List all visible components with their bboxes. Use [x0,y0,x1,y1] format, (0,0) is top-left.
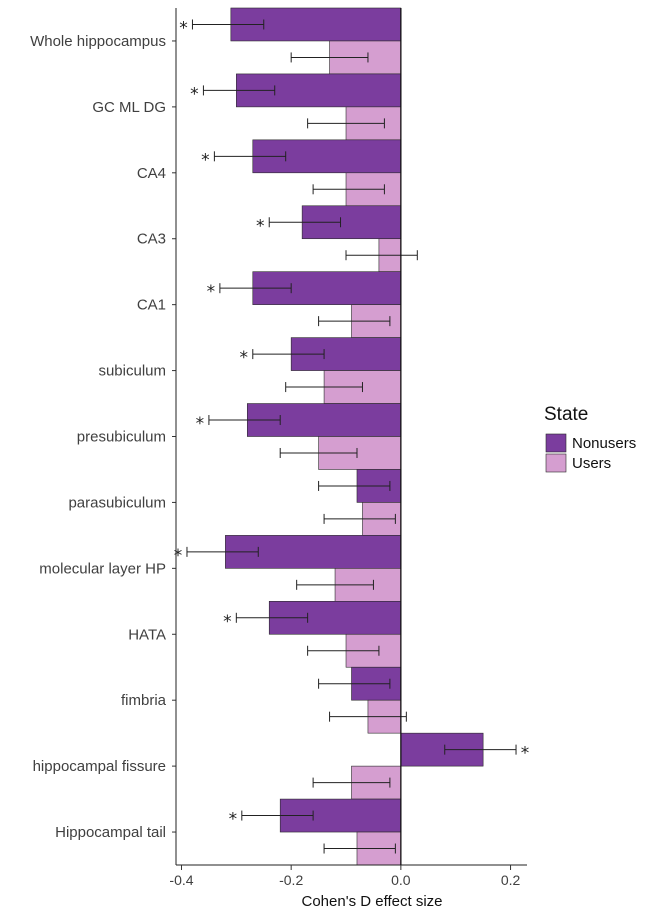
significance-star: * [179,18,188,38]
significance-star: * [240,348,249,368]
legend-label-nonusers: Nonusers [572,435,636,452]
axes-layer [172,8,527,866]
legend-label-users: Users [572,455,611,472]
category-label: Hippocampal tail [55,824,166,841]
x-ticks: -0.4 -0.2 0.0 0.2 [169,865,520,888]
category-label: CA3 [137,231,166,248]
legend-title: State [544,404,588,425]
legend-swatch-users [545,453,567,473]
significance-star: * [207,282,216,302]
category-label: CA4 [137,165,166,182]
x-tick-label: -0.4 [169,872,193,888]
category-label: subiculum [98,363,166,380]
legend-swatch-nonusers [545,433,567,453]
bar-nonusers [290,337,402,371]
x-axis-title: Cohen's D effect size [302,893,443,910]
category-label: parasubiculum [68,494,166,511]
category-label: Whole hippocampus [30,33,166,50]
bars-layer [225,7,484,866]
significance-markers: * * * * * * * * * * * [174,18,530,829]
significance-star: * [521,744,530,764]
significance-star: * [174,546,183,566]
x-tick-label: 0.0 [391,872,411,888]
category-labels: Whole hippocampus GC ML DG CA4 CA3 CA1 subicu… [30,33,167,841]
category-label: HATA [128,626,166,643]
category-label: CA1 [137,297,166,314]
category-label: fimbria [121,692,167,709]
category-label: GC ML DG [92,99,166,116]
category-label: hippocampal fissure [33,758,166,775]
significance-star: * [256,216,265,236]
significance-star: * [196,414,205,434]
significance-star: * [229,810,238,830]
x-tick-label: 0.2 [501,872,521,888]
category-label: presubiculum [77,429,166,446]
significance-star: * [223,612,232,632]
x-tick-label: -0.2 [279,872,303,888]
error-bars-layer [186,19,517,854]
significance-star: * [190,84,199,104]
significance-star: * [201,150,210,170]
category-label: molecular layer HP [39,560,166,577]
legend: State Nonusers Users [544,404,636,473]
